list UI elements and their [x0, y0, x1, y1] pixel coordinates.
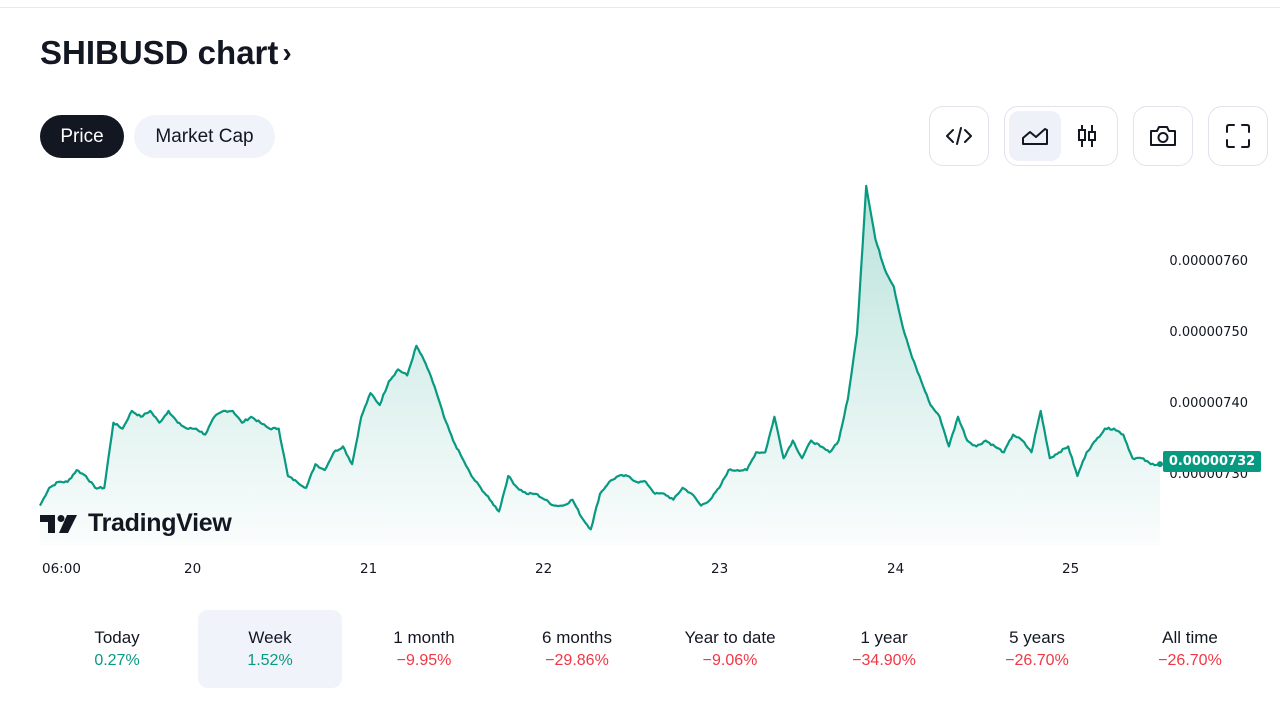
- last-price-badge: 0.00000732: [1163, 451, 1261, 472]
- period-change: −34.90%: [852, 652, 916, 669]
- chevron-right-icon: ›: [282, 37, 292, 68]
- period-label: 6 months: [542, 628, 612, 647]
- period-1-month[interactable]: 1 month −9.95%: [352, 610, 496, 688]
- watermark-text: TradingView: [88, 509, 232, 537]
- price-chart[interactable]: [0, 180, 1280, 560]
- y-tick-label: 0.00000760: [1169, 254, 1248, 269]
- chart-style-toggle: [1004, 106, 1118, 166]
- period-today[interactable]: Today 0.27%: [45, 610, 189, 688]
- tradingview-watermark[interactable]: TradingView: [40, 509, 232, 538]
- period-change: −9.95%: [396, 652, 452, 669]
- period-label: 5 years: [1009, 628, 1065, 647]
- fullscreen-button[interactable]: [1208, 106, 1268, 166]
- period-5-years[interactable]: 5 years −26.70%: [965, 610, 1109, 688]
- x-tick-label: 23: [711, 561, 729, 577]
- period-change: −9.06%: [702, 652, 758, 669]
- x-tick-label: 22: [535, 561, 553, 577]
- period-label: Today: [94, 628, 140, 647]
- period-label: All time: [1162, 628, 1218, 647]
- period-label: 1 year: [860, 628, 908, 647]
- period-all-time[interactable]: All time −26.70%: [1118, 610, 1262, 688]
- camera-icon: [1148, 124, 1178, 148]
- performance-periods: Today 0.27% Week 1.52% 1 month −9.95% 6 …: [40, 610, 1268, 688]
- period-label: 1 month: [393, 628, 455, 647]
- period-change: 0.27%: [94, 652, 140, 669]
- period-label: Year to date: [684, 628, 776, 647]
- x-tick-label: 20: [184, 561, 202, 577]
- price-area-fill: [40, 185, 1160, 545]
- area-chart-icon: [1021, 126, 1049, 146]
- tab-price[interactable]: Price: [40, 115, 124, 158]
- x-tick-label: 06:00: [42, 561, 81, 577]
- candlestick-icon: [1076, 123, 1098, 149]
- x-tick-label: 24: [887, 561, 905, 577]
- period-1-year[interactable]: 1 year −34.90%: [812, 610, 956, 688]
- y-tick-label: 0.00000750: [1169, 325, 1248, 340]
- x-tick-label: 21: [360, 561, 378, 577]
- screenshot-button[interactable]: [1133, 106, 1193, 166]
- top-divider: [0, 7, 1280, 8]
- period-year-to-date[interactable]: Year to date −9.06%: [658, 610, 802, 688]
- page-title[interactable]: SHIBUSD chart ›: [40, 34, 292, 72]
- fullscreen-icon: [1225, 123, 1251, 149]
- embed-code-icon: [946, 126, 972, 146]
- tab-market-cap[interactable]: Market Cap: [134, 115, 275, 158]
- period-change: −26.70%: [1005, 652, 1069, 669]
- candlestick-chart-button[interactable]: [1061, 111, 1113, 161]
- y-tick-label: 0.00000740: [1169, 396, 1248, 411]
- period-week[interactable]: Week 1.52%: [198, 610, 342, 688]
- period-change: −26.70%: [1158, 652, 1222, 669]
- x-tick-label: 25: [1062, 561, 1080, 577]
- embed-button[interactable]: [929, 106, 989, 166]
- price-line: [39, 184, 1161, 531]
- period-change: −29.86%: [545, 652, 609, 669]
- period-change: 1.52%: [247, 652, 293, 669]
- page-title-text: SHIBUSD chart: [40, 34, 279, 71]
- last-price-point: [1157, 461, 1163, 468]
- area-chart-button[interactable]: [1009, 111, 1061, 161]
- period-label: Week: [248, 628, 292, 647]
- tradingview-logo-icon: [40, 513, 80, 535]
- period-6-months[interactable]: 6 months −29.86%: [505, 610, 649, 688]
